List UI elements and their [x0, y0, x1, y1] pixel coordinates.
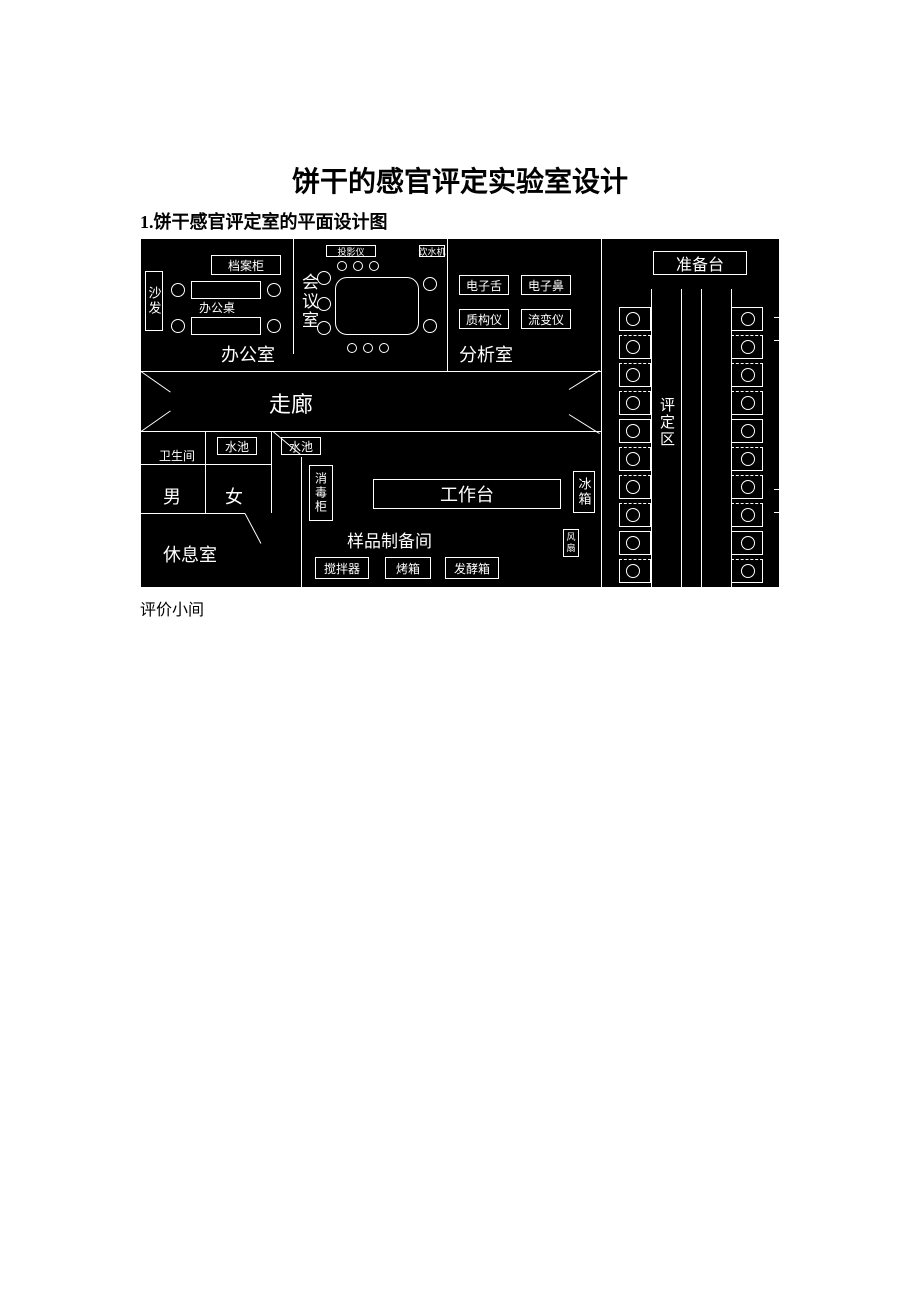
plan-line: [293, 239, 294, 354]
plan-line: [245, 513, 262, 543]
corridor-label: 走廊: [269, 387, 313, 419]
toilet-label: 卫生间: [159, 447, 195, 464]
door-icon: [774, 317, 780, 341]
rheometer-label: 流变仪: [521, 309, 571, 329]
seat-icon: [626, 368, 640, 382]
texture-label: 质构仪: [459, 309, 509, 329]
plan-line: [141, 431, 601, 432]
plan-line: [701, 289, 702, 589]
workbench-label: 工作台: [373, 479, 561, 509]
plan-line: [681, 289, 682, 589]
office-desk: [191, 317, 261, 335]
office-label: 办公室: [221, 341, 275, 367]
seat-icon: [626, 480, 640, 494]
seat-icon: [171, 319, 185, 333]
oven-label: 烤箱: [385, 557, 431, 579]
door-icon: [774, 489, 780, 513]
plan-line: [141, 410, 171, 431]
seat-icon: [626, 396, 640, 410]
female-label: 女: [225, 483, 243, 509]
seat-icon: [741, 312, 755, 326]
male-label: 男: [163, 483, 181, 509]
seat-icon: [317, 271, 331, 285]
seat-icon: [741, 340, 755, 354]
seat-icon: [379, 343, 389, 353]
seat-icon: [741, 508, 755, 522]
mixer-label: 搅拌器: [315, 557, 369, 579]
seat-icon: [267, 283, 281, 297]
exhaust-label: 风扇: [563, 529, 579, 557]
rest-label: 休息室: [163, 541, 217, 567]
floor-plan-diagram: 沙发 档案柜 办公桌 办公室 会议室 投影仪 饮水机 电子舌 电子鼻 质构仪 流…: [140, 238, 780, 588]
plan-line: [569, 370, 600, 390]
prep-table-label: 准备台: [653, 251, 747, 275]
sample-prep-label: 样品制备间: [347, 527, 432, 552]
section-heading: 1.饼干感官评定室的平面设计图: [140, 208, 780, 234]
plan-line: [141, 371, 601, 372]
plan-line: [271, 431, 272, 513]
plan-line: [205, 431, 206, 513]
sink-label: 水池: [281, 437, 321, 455]
seat-icon: [353, 261, 363, 271]
plan-line: [651, 289, 652, 589]
seat-icon: [741, 424, 755, 438]
seat-icon: [347, 343, 357, 353]
caption-text: 评价小间: [140, 596, 780, 620]
plan-line: [301, 457, 302, 589]
seat-icon: [626, 340, 640, 354]
plan-line: [601, 239, 602, 589]
seat-icon: [363, 343, 373, 353]
seat-icon: [626, 508, 640, 522]
etongue-label: 电子舌: [459, 275, 509, 295]
seat-icon: [741, 368, 755, 382]
seat-icon: [741, 396, 755, 410]
plan-line: [141, 464, 271, 465]
desk-label: 办公桌: [199, 299, 235, 316]
seat-icon: [317, 321, 331, 335]
archive-cabinet: 档案柜: [211, 255, 281, 275]
seat-icon: [369, 261, 379, 271]
seat-icon: [626, 536, 640, 550]
seat-icon: [267, 319, 281, 333]
seat-icon: [741, 564, 755, 578]
seat-icon: [741, 480, 755, 494]
water-dispenser-label: 饮水机: [419, 245, 445, 257]
meeting-table: [335, 277, 419, 335]
eval-zone-label: 评定区: [656, 397, 677, 448]
seat-icon: [171, 283, 185, 297]
seat-icon: [626, 424, 640, 438]
plan-line: [141, 371, 171, 392]
sink-label: 水池: [217, 437, 257, 455]
projector-label: 投影仪: [326, 245, 376, 257]
sofa-label: 沙发: [145, 271, 163, 331]
seat-icon: [741, 452, 755, 466]
plan-line: [141, 513, 245, 514]
plan-line: [447, 239, 448, 371]
seat-icon: [423, 277, 437, 291]
seat-icon: [626, 452, 640, 466]
fridge-label: 冰箱: [573, 471, 595, 513]
seat-icon: [337, 261, 347, 271]
seat-icon: [423, 319, 437, 333]
sterilizer-label: 消毒柜: [309, 465, 333, 521]
office-desk: [191, 281, 261, 299]
seat-icon: [317, 297, 331, 311]
seat-icon: [626, 312, 640, 326]
page-title: 饼干的感官评定实验室设计: [140, 160, 780, 200]
seat-icon: [741, 536, 755, 550]
fermenter-label: 发酵箱: [445, 557, 499, 579]
enose-label: 电子鼻: [521, 275, 571, 295]
seat-icon: [626, 564, 640, 578]
analysis-label: 分析室: [459, 341, 513, 367]
